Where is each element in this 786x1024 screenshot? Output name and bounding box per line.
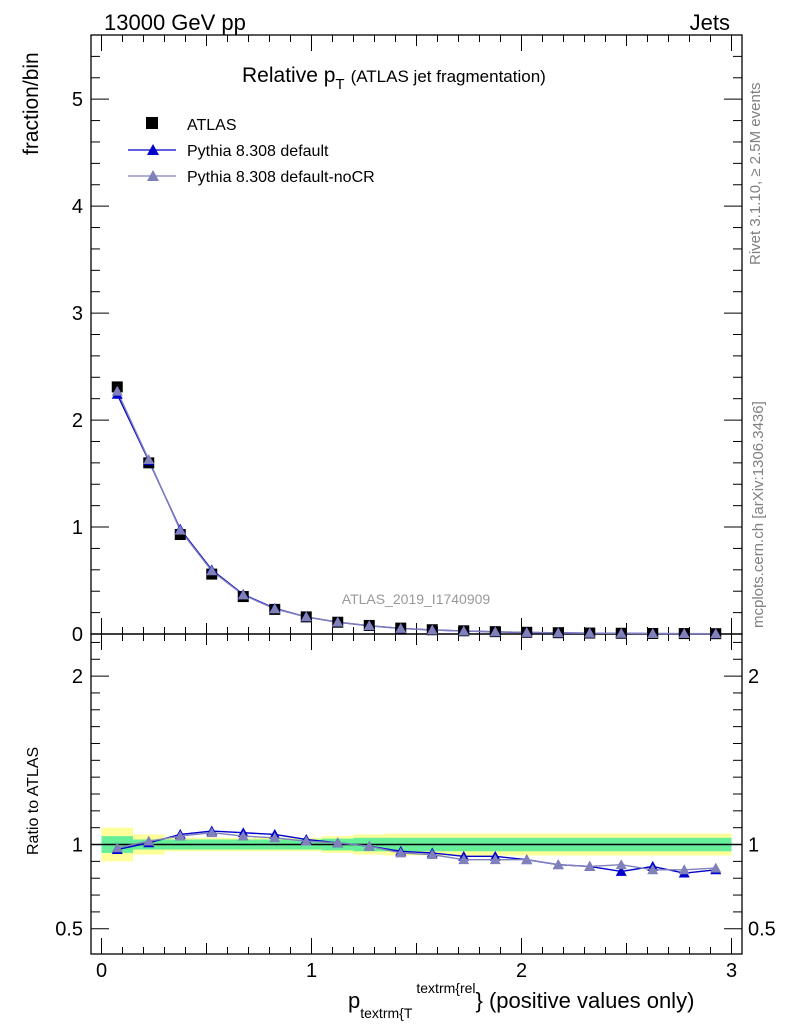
ratio-y-tick-label: 0.5 [55, 919, 83, 941]
ratio-series-group [111, 825, 722, 878]
ratio-y-tick-label: 2 [72, 666, 83, 688]
marker-nocr [395, 622, 407, 633]
ratio-marker-nocr [269, 832, 281, 843]
legend-marker-atlas [146, 117, 158, 129]
marker-nocr [111, 385, 123, 396]
ratio-line-nocr [117, 832, 716, 871]
ratio-marker-nocr [584, 860, 596, 871]
marker-nocr [426, 624, 438, 635]
header-right: Jets [690, 10, 730, 35]
marker-nocr [552, 627, 564, 638]
mcplots-label: mcplots.cern.ch [arXiv:1306.3436] [750, 401, 767, 628]
title-main: Relative p [242, 64, 335, 87]
legend-marker-default [147, 144, 159, 155]
legend-label-atlas: ATLAS [187, 117, 237, 134]
title-paren: (ATLAS jet fragmentation) [351, 67, 546, 86]
marker-nocr [615, 627, 627, 638]
main-y-tick-label: 2 [72, 410, 83, 432]
ratio-marker-nocr [395, 847, 407, 858]
xlabel-tail: (positive values only) [483, 988, 695, 1013]
x-tick-label: 2 [516, 960, 527, 982]
ratio-marker-nocr [458, 854, 470, 865]
ratio-marker-nocr [174, 830, 186, 841]
legend-label-nocr: Pythia 8.308 default-noCR [187, 169, 375, 186]
ratio-ylabel: Ratio to ATLAS [25, 747, 42, 855]
legend-marker-nocr [147, 170, 159, 181]
main-y-tick-label: 5 [72, 89, 83, 111]
legend-label-default: Pythia 8.308 default [187, 143, 329, 160]
legend: ATLAS Pythia 8.308 default Pythia 8.308 … [128, 117, 375, 186]
ratio-marker-default [615, 865, 627, 876]
main-ylabel: fraction/bin [20, 52, 43, 155]
main-axis-ticks: 0 1 2 3 4 5 [72, 34, 742, 646]
ratio-marker-nocr [300, 835, 312, 846]
marker-nocr [174, 524, 186, 535]
x-tick-label: 1 [306, 960, 317, 982]
ratio-marker-nocr [710, 862, 722, 873]
xlabel-sup: textrm{rel [416, 980, 475, 996]
ratio-marker-nocr [206, 827, 218, 838]
ratio-marker-nocr [426, 849, 438, 860]
analysis-label: ATLAS_2019_I1740909 [342, 591, 491, 607]
main-y-tick-label: 3 [72, 303, 83, 325]
marker-nocr [521, 626, 533, 637]
ratio-marker-nocr [678, 864, 690, 875]
x-tick-label: 3 [726, 960, 737, 982]
marker-nocr [206, 565, 218, 576]
ratio-marker-nocr [332, 837, 344, 848]
ratio-marker-nocr [521, 854, 533, 865]
marker-nocr [300, 611, 312, 622]
x-axis-label: ptextrm{Ttextrm{rel} (positive values on… [348, 980, 694, 1021]
xlabel-p: p [348, 988, 360, 1013]
xlabel-sub: textrm{T [360, 1005, 413, 1021]
plot-title: Relative pT (ATLAS jet fragmentation) [242, 64, 546, 93]
ratio-axis-ticks: 0.5 0.5 1 1 2 2 0 1 2 3 [55, 634, 776, 982]
marker-nocr [678, 628, 690, 639]
ratio-marker-nocr [647, 864, 659, 875]
marker-nocr [710, 628, 722, 639]
marker-nocr [237, 589, 249, 600]
ratio-marker-nocr [489, 854, 501, 865]
title-sub: T [335, 76, 344, 93]
marker-nocr [143, 454, 155, 465]
ratio-marker-nocr [615, 859, 627, 870]
ratio-marker-nocr [237, 830, 249, 841]
xlabel-close: } [476, 988, 483, 1013]
marker-nocr [458, 625, 470, 636]
ratio-marker-nocr [552, 859, 564, 870]
ratio-uncertainty-band [91, 827, 742, 862]
marker-nocr [269, 603, 281, 614]
ratio-marker-nocr [111, 842, 123, 853]
marker-nocr [584, 627, 596, 638]
ratio-panel-frame [90, 633, 743, 955]
main-series-group [111, 381, 722, 640]
main-y-tick-label: 4 [72, 196, 83, 218]
marker-nocr [363, 620, 375, 631]
x-tick-label: 0 [96, 960, 107, 982]
ratio-y-tick-label-right: 2 [748, 666, 759, 688]
ratio-marker-nocr [143, 835, 155, 846]
ratio-marker-nocr [363, 840, 375, 851]
rivet-label: Rivet 3.1.10, ≥ 2.5M events [747, 83, 764, 266]
marker-nocr [489, 626, 501, 637]
header-left: 13000 GeV pp [104, 10, 246, 35]
ratio-y-tick-label-right: 1 [748, 835, 759, 857]
ratio-y-tick-label: 1 [72, 835, 83, 857]
main-y-tick-label: 0 [72, 624, 83, 646]
marker-nocr [332, 616, 344, 627]
main-y-tick-label: 1 [72, 517, 83, 539]
ratio-y-tick-label-right: 0.5 [748, 919, 776, 941]
marker-nocr [647, 628, 659, 638]
ratio-line-default [117, 830, 716, 874]
